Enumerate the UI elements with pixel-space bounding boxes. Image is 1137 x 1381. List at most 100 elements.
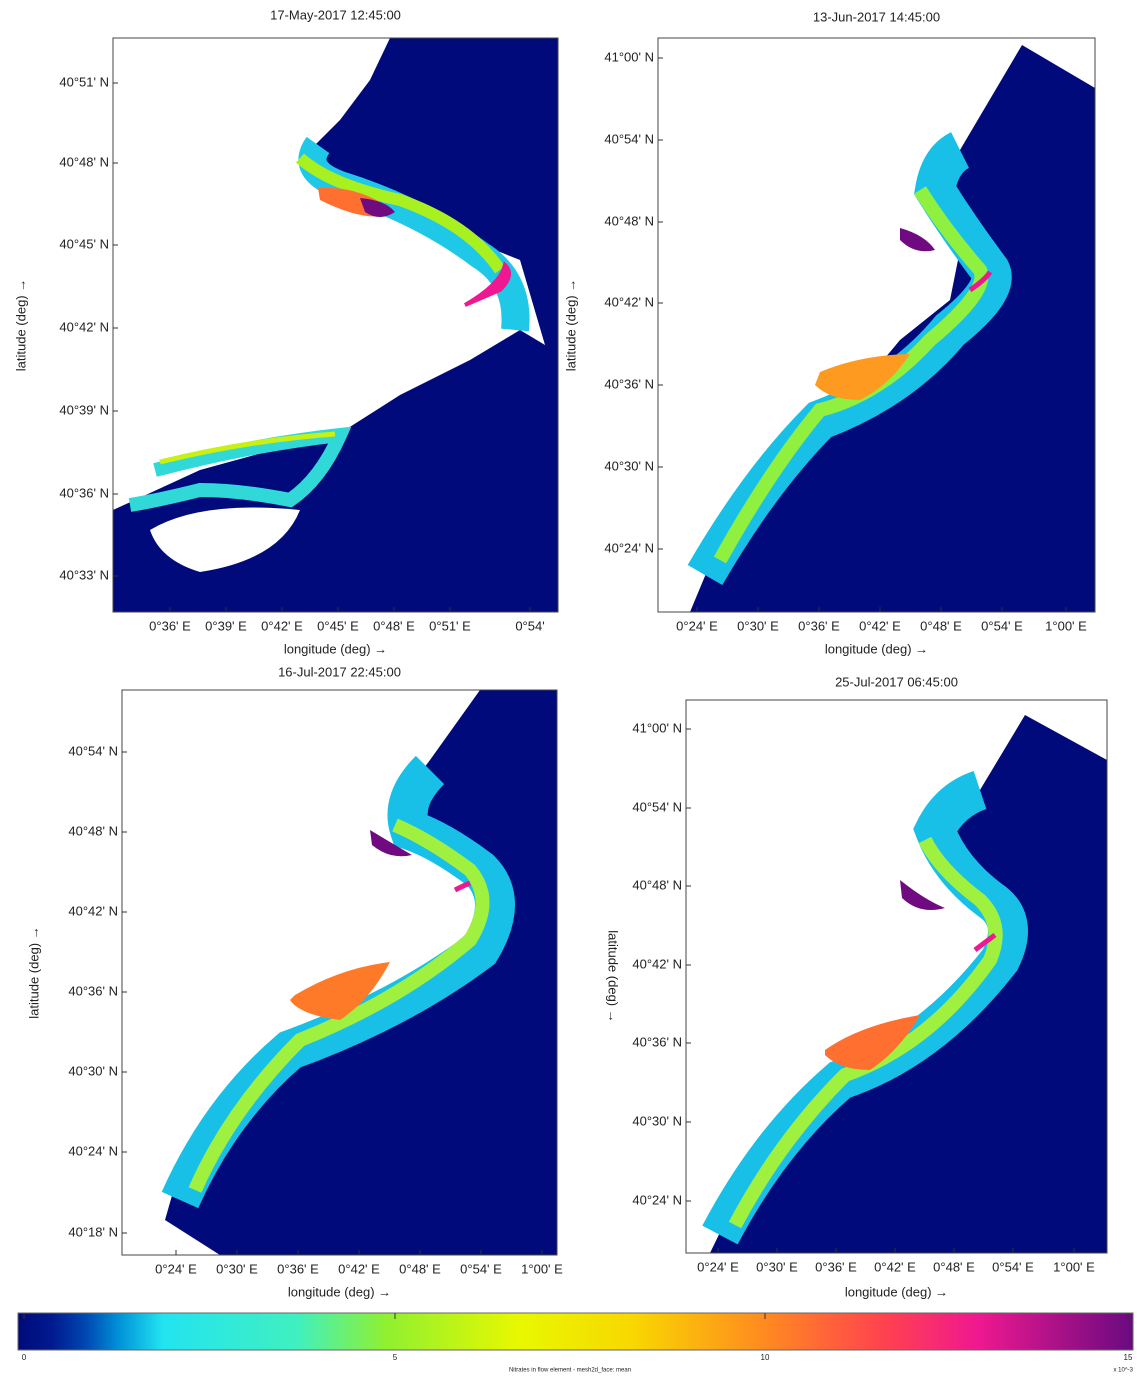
x-tick-label: 0°30' E <box>737 618 779 633</box>
y-tick-label: 40°45' N <box>59 236 109 251</box>
y-tick-label: 40°33' N <box>59 567 109 582</box>
x-tick-label: 1°00' E <box>521 1261 563 1276</box>
x-tick-label: 0°30' E <box>756 1259 798 1274</box>
map-panel <box>113 38 558 612</box>
panel-title: 17-May-2017 12:45:00 <box>270 7 401 22</box>
plume <box>464 261 511 307</box>
colorbar-tick-label: 15 <box>1124 1353 1133 1362</box>
plume <box>713 186 989 564</box>
land <box>150 507 300 572</box>
panel-title: 13-Jun-2017 14:45:00 <box>813 9 940 24</box>
y-tick-label: 40°36' N <box>68 983 118 998</box>
y-tick-label: 40°42' N <box>604 294 654 309</box>
y-tick-label: 40°48' N <box>59 154 109 169</box>
x-tick-label: 0°48' E <box>399 1261 441 1276</box>
y-tick-label: 40°39' N <box>59 402 109 417</box>
x-tick-label: 0°36' E <box>277 1261 319 1276</box>
plume <box>188 818 490 1193</box>
x-axis-label: longitude (deg) → <box>288 1284 391 1299</box>
y-tick-label: 40°51' N <box>59 74 109 89</box>
x-tick-label: 0°36' E <box>815 1259 857 1274</box>
x-tick-label: 0°24' E <box>697 1259 739 1274</box>
x-tick-label: 0°48' E <box>373 618 415 633</box>
panel-title: 25-Jul-2017 06:45:00 <box>835 674 958 689</box>
x-tick-label: 0°54' E <box>981 618 1023 633</box>
colorbar-tick-label: 10 <box>761 1353 770 1362</box>
plume <box>370 830 412 857</box>
plume <box>973 932 997 952</box>
x-axis-label: longitude (deg) → <box>845 1284 948 1299</box>
y-tick-label: 40°42' N <box>68 903 118 918</box>
x-tick-label: 1°00' E <box>1053 1259 1095 1274</box>
axes-frame <box>121 689 558 1256</box>
y-tick-label: 40°36' N <box>632 1034 682 1049</box>
colorbar-tick-label: 5 <box>393 1353 398 1362</box>
x-axis-label: longitude (deg) → <box>284 641 387 656</box>
y-tick-label: 40°42' N <box>59 319 109 334</box>
y-tick-label: 40°18' N <box>68 1224 118 1239</box>
y-tick-label: 40°54' N <box>68 743 118 758</box>
axes-frame <box>685 699 1108 1254</box>
y-tick-label: 40°30' N <box>632 1113 682 1128</box>
x-tick-label: 0°24' E <box>155 1261 197 1276</box>
y-tick-label: 40°54' N <box>632 799 682 814</box>
map-panel <box>687 45 1095 612</box>
x-tick-label: 0°45' E <box>317 618 359 633</box>
plume <box>968 270 993 293</box>
y-tick-label: 41°00' N <box>632 720 682 735</box>
plume <box>360 198 395 217</box>
map-panel <box>702 715 1107 1253</box>
axes-frame <box>112 37 559 613</box>
x-tick-label: 0°36' E <box>149 618 191 633</box>
x-tick-label: 0°36' E <box>798 618 840 633</box>
x-tick-label: 0°54' E <box>460 1261 502 1276</box>
x-tick-label: 0°42' E <box>261 618 303 633</box>
x-tick-label: 0°48' E <box>933 1259 975 1274</box>
map-panel <box>161 690 557 1255</box>
y-tick-label: 40°54' N <box>604 131 654 146</box>
x-tick-label: 0°48' E <box>920 618 962 633</box>
colorbar-tick-label: 0 <box>22 1353 27 1362</box>
x-tick-label: 0°51' E <box>429 618 471 633</box>
colorbar-label: Nitrates in flow element - mesh2d_face: … <box>509 1368 631 1374</box>
x-tick-label: 0°42' E <box>338 1261 380 1276</box>
y-tick-label: 40°30' N <box>604 458 654 473</box>
y-tick-label: 40°30' N <box>68 1063 118 1078</box>
y-axis-label: latitude (deg) → <box>606 930 621 1023</box>
axes-frame <box>657 37 1096 613</box>
plume <box>728 836 1003 1229</box>
colorbar-exponent: x 10^-3 <box>1114 1368 1134 1374</box>
y-tick-label: 40°24' N <box>632 1192 682 1207</box>
y-axis-label: latitude (deg) → <box>26 926 41 1019</box>
x-axis-label: longitude (deg) → <box>825 641 928 656</box>
panel-title: 16-Jul-2017 22:45:00 <box>278 664 401 679</box>
plume <box>815 354 910 400</box>
x-tick-label: 0°42' E <box>859 618 901 633</box>
y-tick-label: 41°00' N <box>604 49 654 64</box>
y-axis-label: latitude (deg) → <box>563 279 578 372</box>
y-tick-label: 40°42' N <box>632 956 682 971</box>
plume <box>453 880 471 893</box>
x-tick-label: 0°42' E <box>874 1259 916 1274</box>
y-tick-label: 40°36' N <box>59 485 109 500</box>
plume <box>128 426 352 512</box>
x-tick-label: 0°39' E <box>205 618 247 633</box>
y-tick-label: 40°48' N <box>604 213 654 228</box>
sea <box>165 690 557 1255</box>
y-tick-label: 40°48' N <box>68 823 118 838</box>
plume <box>900 880 945 911</box>
plume <box>825 1015 920 1070</box>
x-tick-label: 0°30' E <box>216 1261 258 1276</box>
x-tick-label: 0°54' E <box>992 1259 1034 1274</box>
y-tick-label: 40°24' N <box>604 540 654 555</box>
colorbar <box>17 1312 1134 1351</box>
y-tick-label: 40°24' N <box>68 1143 118 1158</box>
plume <box>159 431 336 465</box>
x-tick-label: 0°54' <box>515 618 544 633</box>
plume <box>900 228 935 252</box>
y-axis-label: latitude (deg) → <box>13 279 28 372</box>
x-tick-label: 1°00' E <box>1045 618 1087 633</box>
plume <box>290 962 390 1020</box>
sea <box>113 38 558 612</box>
